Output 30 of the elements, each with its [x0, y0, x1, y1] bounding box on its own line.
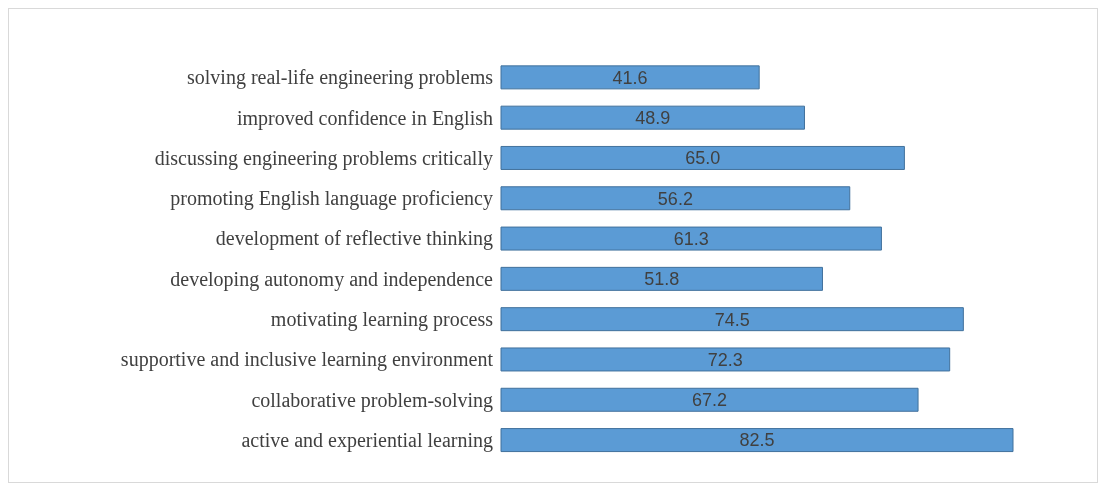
y-tick-label: active and experiential learning [241, 428, 493, 452]
data-label: 65.0 [685, 148, 721, 169]
bar [500, 145, 905, 170]
bar [500, 428, 1014, 453]
data-label: 41.6 [612, 67, 648, 88]
bar [500, 105, 805, 130]
bar [500, 307, 964, 332]
data-label: 56.2 [657, 188, 693, 209]
data-label: 72.3 [707, 349, 743, 370]
data-label: 48.9 [635, 108, 671, 129]
bar [500, 226, 882, 251]
bar [500, 65, 760, 90]
y-tick-label: developing autonomy and independence [170, 267, 494, 291]
y-tick-label: motivating learning process [270, 308, 494, 332]
data-label: 82.5 [739, 430, 775, 451]
y-tick-label: solving real-life engineering problems [186, 66, 494, 90]
y-tick-label: supportive and inclusive learning environment [120, 348, 494, 372]
bar [500, 266, 823, 291]
y-tick-label: promoting English language proficiency [170, 187, 493, 211]
y-tick-label: discussing engineering problems critically [154, 146, 493, 170]
y-tick-label: collaborative problem-solving [251, 388, 493, 412]
data-label: 74.5 [714, 309, 750, 330]
data-label: 61.3 [673, 228, 709, 249]
bar [500, 387, 919, 412]
y-tick-label: development of reflective thinking [215, 227, 493, 251]
data-label: 67.2 [692, 390, 728, 411]
y-tick-label: improved confidence in English [236, 106, 493, 130]
bar [500, 347, 951, 372]
data-label: 51.8 [644, 269, 680, 290]
bar [500, 186, 851, 211]
